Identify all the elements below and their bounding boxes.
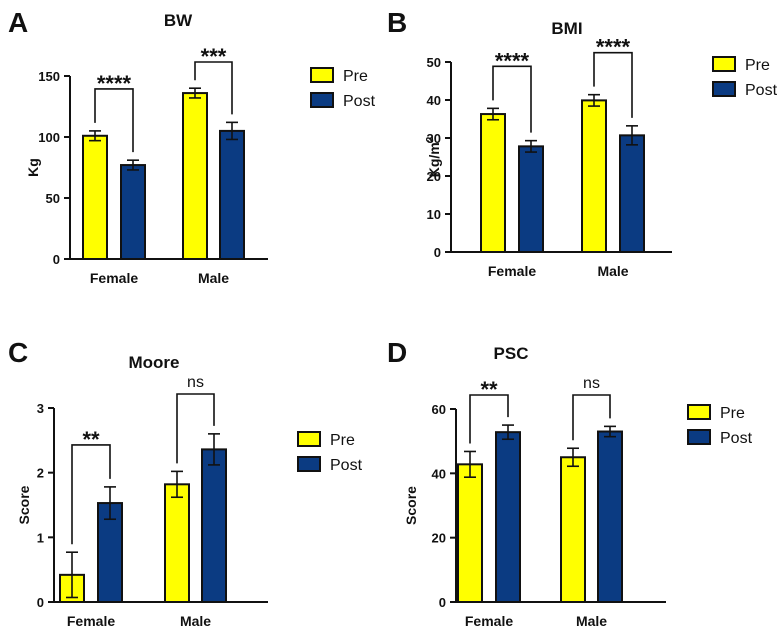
significance-bracket — [94, 88, 134, 153]
bar-post-male — [201, 448, 227, 603]
significance-bracket — [71, 444, 111, 545]
bar-pre-female — [82, 134, 108, 260]
chart-title: BW — [164, 11, 193, 30]
significance-label: **** — [97, 71, 132, 96]
legend-swatch-pre — [712, 56, 736, 72]
category-label-female: Female — [90, 270, 138, 286]
category-label-female: Female — [465, 613, 513, 629]
y-tick-label: 0 — [37, 595, 44, 610]
legend-label-post: Post — [343, 93, 376, 110]
significance-bracket — [176, 393, 215, 464]
significance-label: *** — [201, 44, 227, 69]
legend-swatch-pre — [297, 431, 321, 447]
legend-swatch-post — [310, 92, 334, 108]
category-label-female: Female — [488, 263, 536, 279]
y-tick-label: 60 — [432, 402, 446, 417]
y-axis-title-text: Kg/m — [426, 142, 442, 177]
y-tick-label: 20 — [432, 531, 446, 546]
category-label-male: Male — [597, 263, 628, 279]
bar-pre-male — [164, 483, 190, 604]
panel-letter: A — [8, 7, 28, 38]
y-tick-label: 2 — [37, 466, 44, 481]
y-tick-label: 30 — [427, 131, 441, 146]
y-tick-label: 40 — [432, 466, 446, 481]
significance-bracket — [492, 65, 532, 133]
y-axis-title: Score — [403, 486, 419, 525]
legend-label-post: Post — [720, 430, 753, 447]
legend-label-pre: Pre — [745, 57, 770, 74]
bar-pre-male — [560, 456, 586, 603]
bar-pre-female — [480, 113, 506, 253]
bar-post-male — [619, 134, 645, 253]
bar-pre-male — [182, 92, 208, 260]
significance-label: ** — [82, 427, 100, 452]
category-label-male: Male — [198, 270, 229, 286]
chart-title: BMI — [551, 19, 582, 38]
y-tick-label: 50 — [46, 191, 60, 206]
y-tick-label: 40 — [427, 93, 441, 108]
panel-letter: C — [8, 337, 28, 368]
chart-panel-a: A BW 0 50 100 150 Kg Female **** Male *** Pre Post — [8, 7, 376, 286]
legend-swatch-post — [297, 456, 321, 472]
y-axis-title-text: Kg — [25, 158, 41, 177]
bar-post-male — [219, 129, 245, 260]
bar-pre-female — [457, 463, 483, 603]
y-axis-title: Score — [16, 485, 32, 524]
y-tick-label: 3 — [37, 401, 44, 416]
bar-post-female — [495, 431, 521, 603]
significance-bracket — [572, 394, 611, 441]
chart-panel-c: C Moore 0 1 2 3 Score Female ** Male ns Pre Post — [8, 337, 363, 629]
significance-label: **** — [495, 48, 530, 73]
panel-letter: B — [387, 7, 407, 38]
y-tick-label: 0 — [439, 595, 446, 610]
y-axis-title: Kg/m2 — [425, 136, 442, 177]
y-tick-label: 0 — [434, 245, 441, 260]
bar-post-male — [597, 430, 623, 603]
legend-label-pre: Pre — [720, 405, 745, 422]
significance-label: ns — [583, 375, 600, 392]
significance-label: **** — [596, 35, 631, 60]
legend-swatch-pre — [310, 67, 334, 83]
bar-post-female — [518, 145, 544, 253]
category-label-male: Male — [180, 613, 211, 629]
y-axis-title: Kg — [25, 158, 41, 177]
y-tick-label: 50 — [427, 55, 441, 70]
chart-panel-d: D PSC 0 20 40 60 Score Female ** Male ns Pre Post — [387, 337, 753, 629]
legend-swatch-post — [712, 81, 736, 97]
chart-title: PSC — [494, 344, 529, 363]
y-tick-label: 20 — [427, 169, 441, 184]
legend-label-post: Post — [330, 457, 363, 474]
significance-label: ns — [187, 374, 204, 391]
y-tick-label: 100 — [38, 130, 60, 145]
y-tick-label: 10 — [427, 207, 441, 222]
chart-panel-b: B BMI 0 10 20 30 40 50 Kg/m2 Female **** Male **** Pr… — [387, 7, 778, 279]
legend-swatch-post — [687, 429, 711, 445]
y-tick-label: 150 — [38, 69, 60, 84]
y-tick-label: 0 — [53, 252, 60, 267]
category-label-female: Female — [67, 613, 115, 629]
legend-swatch-pre — [687, 404, 711, 420]
significance-label: ** — [480, 377, 498, 402]
bar-pre-male — [581, 99, 607, 253]
legend-label-pre: Pre — [330, 432, 355, 449]
bar-post-female — [120, 164, 146, 260]
y-axis-title-text: Score — [16, 485, 32, 524]
chart-title: Moore — [129, 353, 180, 372]
significance-bracket — [194, 61, 233, 115]
y-axis-title-superscript: 2 — [425, 136, 436, 142]
panel-letter: D — [387, 337, 407, 368]
legend-label-post: Post — [745, 82, 778, 99]
y-tick-label: 1 — [37, 530, 44, 545]
significance-bracket — [593, 51, 633, 118]
legend-label-pre: Pre — [343, 68, 368, 85]
category-label-male: Male — [576, 613, 607, 629]
y-axis-title-text: Score — [403, 486, 419, 525]
significance-bracket — [469, 394, 509, 444]
